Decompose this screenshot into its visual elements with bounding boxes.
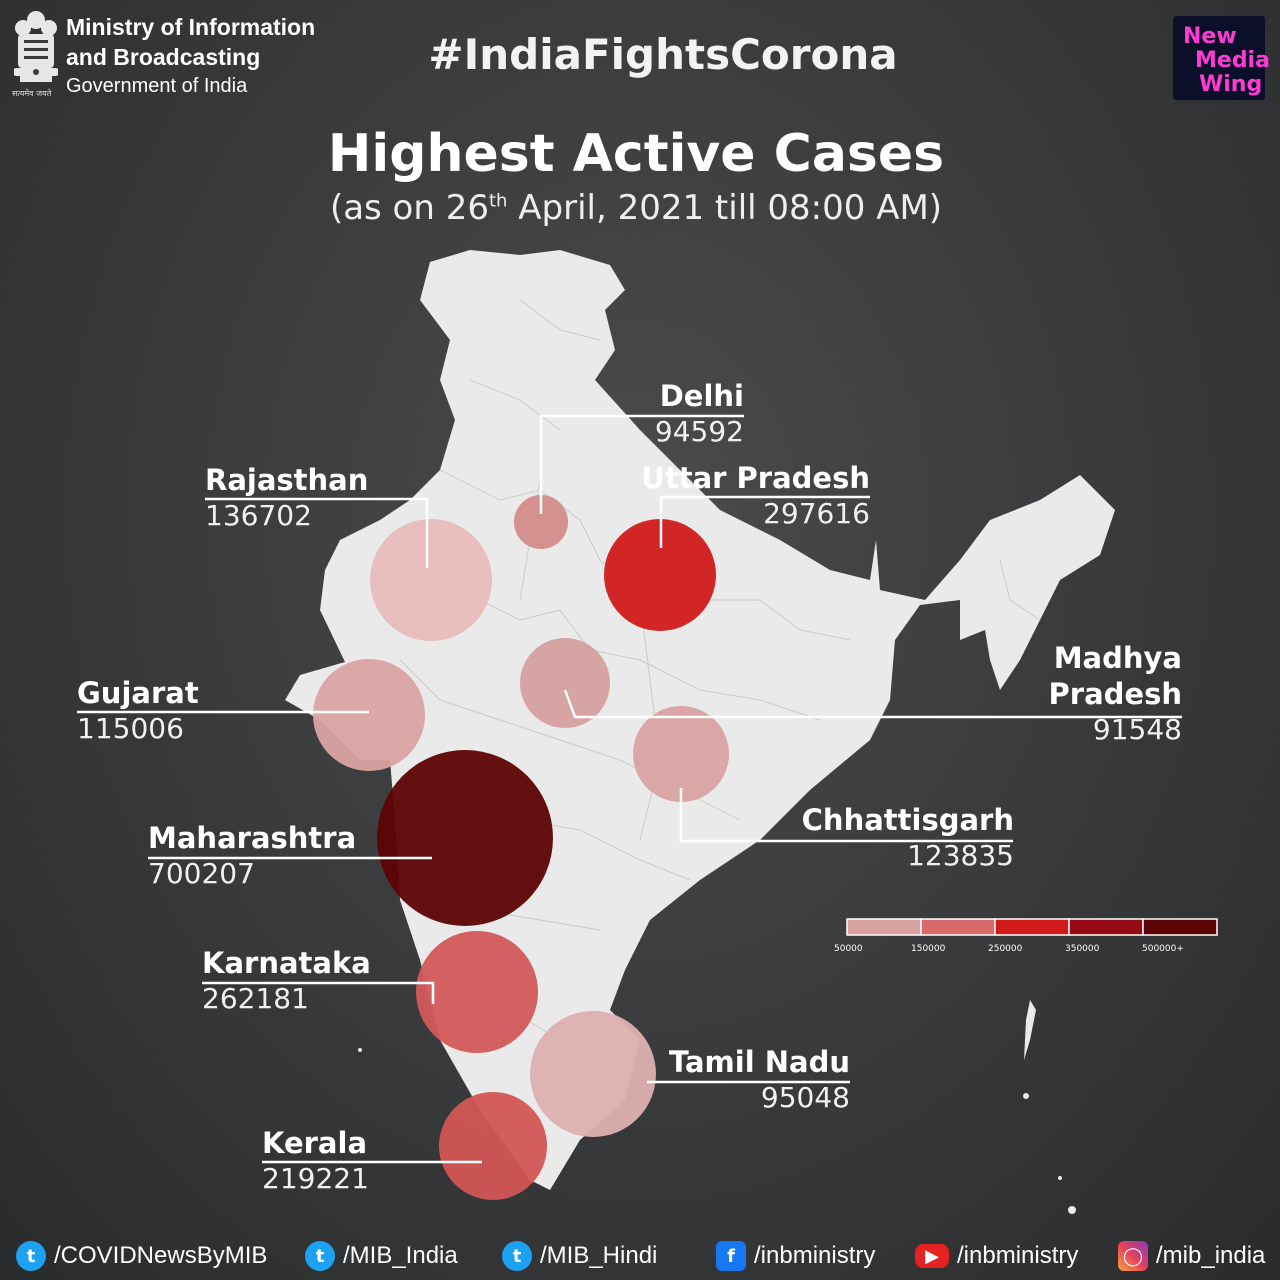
state-value: 115006 xyxy=(77,712,184,745)
label-gujarat: Gujarat 115006 xyxy=(77,675,199,747)
bubble-gujarat xyxy=(313,659,425,771)
islands xyxy=(358,1000,1076,1214)
state-value: 700207 xyxy=(148,857,255,890)
footer-mib-hindi[interactable]: t /MIB_Hindi xyxy=(502,1236,657,1276)
emblem-caption: सत्यमेव जयते xyxy=(12,89,52,98)
legend-swatch-1 xyxy=(846,918,922,936)
footer-handle: /inbministry xyxy=(957,1242,1079,1269)
leader-uttar-pradesh xyxy=(659,495,870,548)
state-name: Uttar Pradesh xyxy=(641,461,870,495)
legend-ticks: 50000 150000 250000 350000 500000+ xyxy=(830,944,1230,960)
leader-chhattisgarh xyxy=(679,788,1013,843)
footer-handle: /COVIDNewsByMIB xyxy=(54,1242,268,1269)
bubble-karnataka xyxy=(416,931,538,1053)
legend-swatch-2 xyxy=(920,918,996,936)
twitter-icon: t xyxy=(502,1241,532,1271)
footer-instagram[interactable]: ◯ /mib_india xyxy=(1118,1236,1265,1276)
instagram-icon: ◯ xyxy=(1118,1241,1148,1271)
label-tamil-nadu: Tamil Nadu 95048 xyxy=(640,1044,850,1116)
label-chhattisgarh: Chhattisgarh 123835 xyxy=(780,802,1014,874)
state-value: 91548 xyxy=(1092,713,1182,746)
leader-lines xyxy=(77,414,1182,1164)
legend-color-bar xyxy=(846,918,1218,936)
footer-handle: /MIB_Hindi xyxy=(540,1242,658,1269)
government-label: Government of India xyxy=(66,75,248,97)
bubble-kerala xyxy=(439,1092,547,1200)
state-name: Maharashtra xyxy=(148,821,357,855)
state-name: Tamil Nadu xyxy=(668,1045,850,1079)
badge-line3: Wing xyxy=(1199,72,1263,97)
legend-swatch-5 xyxy=(1142,918,1218,936)
footer-handle: /MIB_India xyxy=(343,1242,458,1269)
footer-handle: /inbministry xyxy=(754,1242,876,1269)
leader-delhi xyxy=(539,414,744,514)
leader-karnataka xyxy=(202,981,435,1004)
twitter-icon: t xyxy=(16,1241,46,1271)
bubble-madhya-pradesh xyxy=(520,638,610,728)
state-name-line1: Madhya xyxy=(1053,641,1182,675)
leader-rajasthan xyxy=(205,497,429,568)
footer-youtube[interactable]: ▶ /inbministry xyxy=(915,1236,1078,1276)
state-name: Delhi xyxy=(659,379,744,413)
ministry-line1: Ministry of Information xyxy=(66,14,316,40)
label-delhi: Delhi 94592 xyxy=(552,378,744,450)
youtube-icon: ▶ xyxy=(915,1244,949,1268)
footer-covidnewsbymib[interactable]: t /COVIDNewsByMIB xyxy=(16,1236,267,1276)
leader-madhya-pradesh xyxy=(563,689,1182,719)
state-value: 262181 xyxy=(202,982,309,1015)
ministry-name: Ministry of Information and Broadcasting xyxy=(66,12,315,72)
legend-tick: 50000 xyxy=(834,944,863,954)
bubble-rajasthan xyxy=(370,519,492,641)
state-name: Karnataka xyxy=(202,946,371,980)
state-value: 95048 xyxy=(760,1081,850,1114)
bubble-maharashtra xyxy=(377,750,553,926)
subtitle-ordinal: th xyxy=(488,190,508,212)
state-name: Rajasthan xyxy=(205,463,369,497)
footer-handle: /mib_india xyxy=(1156,1242,1266,1269)
legend-tick: 500000+ xyxy=(1142,944,1184,954)
state-name-line2: Pradesh xyxy=(1048,677,1182,711)
label-rajasthan: Rajasthan 136702 xyxy=(205,462,368,534)
hashtag-heading: #IndiaFightsCorona xyxy=(428,30,898,79)
national-emblem-icon xyxy=(14,11,58,82)
bubble-delhi xyxy=(514,495,568,549)
label-karnataka: Karnataka 262181 xyxy=(202,945,371,1017)
bubble-tamil-nadu xyxy=(530,1011,656,1137)
legend-tick: 150000 xyxy=(911,944,946,954)
badge-line1: New xyxy=(1183,24,1237,49)
state-name: Gujarat xyxy=(77,676,199,710)
twitter-icon: t xyxy=(305,1241,335,1271)
state-value: 94592 xyxy=(654,415,744,448)
legend-swatch-4 xyxy=(1068,918,1144,936)
badge-line2: Media xyxy=(1195,48,1270,73)
state-value: 136702 xyxy=(205,499,312,532)
state-name: Kerala xyxy=(262,1126,368,1160)
state-value: 123835 xyxy=(907,839,1014,872)
state-value: 297616 xyxy=(763,497,870,530)
facebook-icon: f xyxy=(716,1241,746,1271)
label-madhya-pradesh: Madhya Pradesh 91548 xyxy=(1000,640,1182,748)
label-uttar-pradesh: Uttar Pradesh 297616 xyxy=(630,460,870,532)
footer-facebook[interactable]: f /inbministry xyxy=(716,1236,875,1276)
subtitle-date: (as on 26 xyxy=(329,188,489,228)
case-bubbles xyxy=(313,495,729,1200)
state-value: 219221 xyxy=(262,1162,369,1195)
page-title: Highest Active Cases xyxy=(327,124,945,184)
footer-mib-india[interactable]: t /MIB_India xyxy=(305,1236,458,1276)
legend-tick: 250000 xyxy=(988,944,1023,954)
bubble-uttar-pradesh xyxy=(604,519,716,631)
new-media-wing-logo: New Media Wing xyxy=(1173,16,1270,100)
legend-tick: 350000 xyxy=(1065,944,1100,954)
label-kerala: Kerala 219221 xyxy=(262,1125,369,1197)
social-footer: t /COVIDNewsByMIB t /MIB_India t /MIB_Hi… xyxy=(0,1236,1280,1276)
ministry-line2: and Broadcasting xyxy=(66,44,261,70)
page-subtitle: (as on 26th April, 2021 till 08:00 AM) xyxy=(0,188,1272,228)
subtitle-time: April, 2021 till 08:00 AM) xyxy=(507,188,943,228)
legend-swatch-3 xyxy=(994,918,1070,936)
label-maharashtra: Maharashtra 700207 xyxy=(148,820,356,892)
state-name: Chhattisgarh xyxy=(801,803,1014,837)
bubble-chhattisgarh xyxy=(633,706,729,802)
